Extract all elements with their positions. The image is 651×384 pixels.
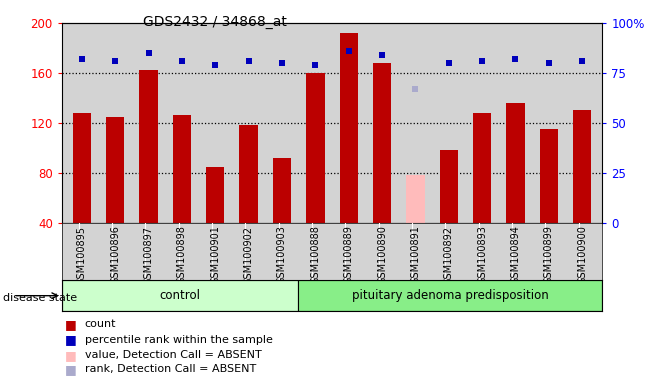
Bar xyxy=(373,63,391,223)
Text: value, Detection Call = ABSENT: value, Detection Call = ABSENT xyxy=(85,350,262,360)
Text: GSM100891: GSM100891 xyxy=(410,225,421,285)
Text: control: control xyxy=(159,289,201,302)
Bar xyxy=(340,33,358,223)
Text: disease state: disease state xyxy=(3,293,77,303)
Text: GSM100899: GSM100899 xyxy=(544,225,554,285)
Text: GDS2432 / 34868_at: GDS2432 / 34868_at xyxy=(143,15,287,29)
Text: GSM100902: GSM100902 xyxy=(243,225,254,285)
Text: GSM100900: GSM100900 xyxy=(577,225,587,285)
Bar xyxy=(298,280,602,311)
Bar xyxy=(506,103,525,223)
Bar xyxy=(473,113,492,223)
Bar xyxy=(106,117,124,223)
Text: ■: ■ xyxy=(65,333,77,346)
Text: GSM100889: GSM100889 xyxy=(344,225,353,285)
Bar xyxy=(273,158,291,223)
Bar xyxy=(62,280,298,311)
Text: GSM100892: GSM100892 xyxy=(444,225,454,285)
Text: ■: ■ xyxy=(65,318,77,331)
Text: rank, Detection Call = ABSENT: rank, Detection Call = ABSENT xyxy=(85,364,256,374)
Bar xyxy=(573,111,591,223)
Text: percentile rank within the sample: percentile rank within the sample xyxy=(85,335,273,345)
Bar xyxy=(439,150,458,223)
Text: count: count xyxy=(85,319,116,329)
Text: pituitary adenoma predisposition: pituitary adenoma predisposition xyxy=(352,289,549,302)
Text: GSM100896: GSM100896 xyxy=(110,225,120,285)
Text: GSM100893: GSM100893 xyxy=(477,225,487,285)
Bar xyxy=(406,175,424,223)
Text: GSM100903: GSM100903 xyxy=(277,225,287,285)
Text: GSM100897: GSM100897 xyxy=(144,225,154,285)
Bar xyxy=(73,113,91,223)
Bar xyxy=(139,70,158,223)
Text: GSM100901: GSM100901 xyxy=(210,225,220,285)
Bar xyxy=(206,167,225,223)
Bar xyxy=(306,73,324,223)
Bar xyxy=(540,129,558,223)
Bar xyxy=(240,125,258,223)
Text: ■: ■ xyxy=(65,363,77,376)
Text: GSM100898: GSM100898 xyxy=(177,225,187,285)
Bar xyxy=(173,115,191,223)
Text: GSM100894: GSM100894 xyxy=(510,225,520,285)
Text: GSM100890: GSM100890 xyxy=(377,225,387,285)
Text: GSM100895: GSM100895 xyxy=(77,225,87,285)
Text: ■: ■ xyxy=(65,349,77,362)
Text: GSM100888: GSM100888 xyxy=(311,225,320,285)
